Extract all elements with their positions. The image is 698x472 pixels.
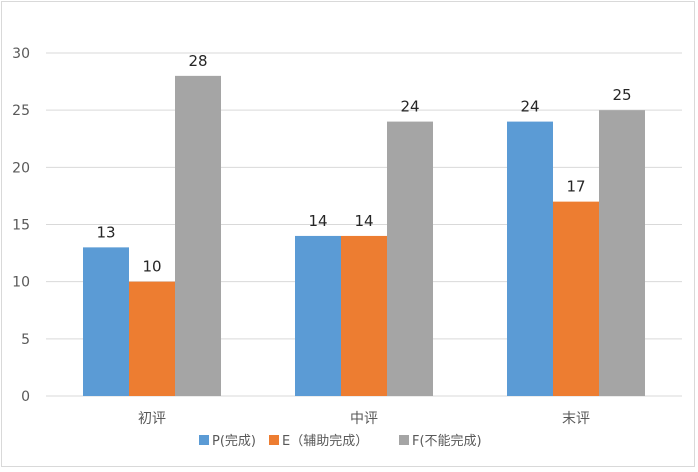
y-axis-tick-labels: 0 5 10 15 20 25 30 <box>12 46 30 405</box>
data-label: 10 <box>142 258 161 276</box>
y-tick-label: 30 <box>12 46 30 62</box>
bar <box>175 75 221 396</box>
bars <box>83 75 645 397</box>
x-tick-label: 末评 <box>562 411 590 427</box>
legend-label: F(不能完成) <box>412 434 482 449</box>
y-tick-label: 20 <box>12 160 30 176</box>
bar <box>341 235 387 396</box>
bar <box>387 121 433 396</box>
data-label: 24 <box>520 98 539 116</box>
data-label: 24 <box>400 98 419 116</box>
x-tick-label: 初评 <box>138 410 166 427</box>
bar <box>295 235 341 396</box>
data-label: 17 <box>566 178 585 196</box>
x-tick-label: 中评 <box>350 411 378 427</box>
bar <box>553 201 599 396</box>
y-tick-label: 15 <box>12 218 30 234</box>
legend: P(完成) E（辅助完成） F(不能完成) <box>199 434 482 449</box>
bar <box>599 110 645 397</box>
legend-label: E（辅助完成） <box>282 434 368 449</box>
data-label: 13 <box>96 223 115 241</box>
x-axis-tick-labels: 初评 中评 末评 <box>138 410 590 427</box>
bar <box>507 121 553 396</box>
legend-swatch <box>399 435 409 445</box>
data-label: 14 <box>354 212 373 230</box>
legend-label: P(完成) <box>212 434 256 449</box>
bar <box>83 247 129 396</box>
bar <box>129 281 175 396</box>
y-tick-label: 5 <box>21 332 30 348</box>
legend-swatch <box>199 435 209 445</box>
data-label: 14 <box>308 212 327 230</box>
data-label: 28 <box>188 52 207 70</box>
data-labels: 13 10 28 14 14 24 24 17 25 <box>96 52 631 276</box>
y-tick-label: 0 <box>21 389 30 405</box>
legend-swatch <box>269 435 279 445</box>
y-tick-label: 10 <box>12 275 30 291</box>
data-label: 25 <box>612 86 631 104</box>
y-tick-label: 25 <box>12 103 30 119</box>
